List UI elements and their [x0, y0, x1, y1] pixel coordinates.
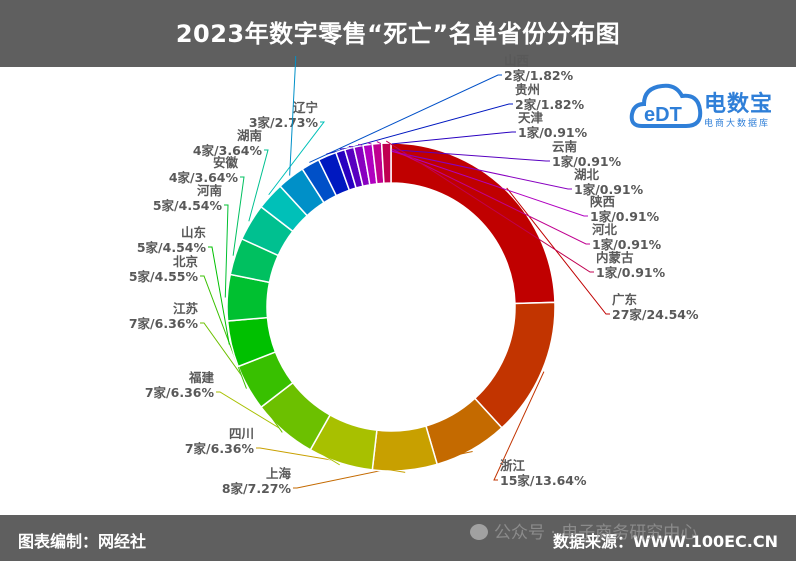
slice-name-label: 四川 — [229, 426, 254, 441]
leader-line-湖南 — [248, 149, 269, 222]
slice-name-label: 河北 — [592, 222, 618, 237]
slice-name-label: 内蒙古 — [596, 250, 634, 265]
slice-name-label: 安徽 — [213, 155, 239, 170]
slice-value-label: 2家/1.82% — [504, 68, 574, 83]
compiler-credit: 图表编制：网经社 — [18, 532, 147, 551]
slice-value-label: 7家/6.36% — [129, 316, 199, 331]
slice-value-label: 5家/4.55% — [129, 269, 199, 284]
slice-name-label: 贵州 — [515, 82, 540, 97]
slice-value-label: 1家/0.91% — [552, 154, 622, 169]
slice-name-label: 辽宁 — [293, 100, 318, 115]
title-bar: 2023年数字零售“死亡”名单省份分布图 — [0, 0, 796, 67]
slice-value-label: 5家/4.54% — [153, 198, 223, 213]
slice-value-label: 5家/4.54% — [137, 240, 207, 255]
leader-line-云南 — [348, 145, 550, 162]
slice-value-label: 8家/7.27% — [222, 481, 292, 496]
slice-value-label: 27家/24.54% — [612, 307, 699, 322]
slice-内蒙古 — [380, 142, 392, 184]
leader-line-浙江 — [493, 371, 545, 481]
leader-line-河南 — [224, 204, 229, 298]
chart-title: 2023年数字零售“死亡”名单省份分布图 — [175, 20, 621, 48]
wechat-watermark: 公众号 · 电子商务研究中心 — [470, 518, 697, 543]
slice-value-label: 4家/3.64% — [193, 143, 263, 158]
slice-name-label: 河南 — [197, 183, 223, 198]
data-source: 数据来源：WWW.100EC.CN — [552, 532, 778, 551]
logo-name: 电数宝 — [704, 92, 774, 117]
slice-value-label: 7家/6.36% — [185, 441, 255, 456]
slice-四川 — [371, 425, 439, 472]
svg-text:eDT: eDT — [644, 104, 682, 126]
slice-value-label: 1家/0.91% — [518, 125, 588, 140]
slice-name-label: 福建 — [188, 370, 215, 385]
leader-line-山西 — [309, 74, 502, 163]
slice-浙江 — [473, 301, 556, 429]
leader-line-辽宁 — [268, 121, 326, 196]
slice-name-label: 广东 — [612, 292, 638, 307]
slice-name-label: 上海 — [266, 466, 292, 481]
slice-name-label: 山西 — [504, 53, 529, 68]
slice-value-label: 1家/0.91% — [574, 182, 644, 197]
slice-name-label: 云南 — [552, 139, 578, 154]
slice-value-label: 2家/1.82% — [515, 97, 585, 112]
slice-value-label: 1家/0.91% — [592, 237, 662, 252]
slice-value-label: 3家/2.73% — [249, 115, 319, 130]
leader-line-安徽 — [232, 176, 245, 256]
slice-name-label: 山东 — [181, 225, 207, 240]
slice-value-label: 7家/6.36% — [145, 385, 215, 400]
wechat-icon — [470, 524, 488, 540]
logo-subtitle: 电商大数据库 — [704, 119, 771, 129]
leader-line-贵州 — [326, 103, 513, 155]
slice-name-label: 江苏 — [173, 301, 199, 316]
leader-line-广东 — [506, 187, 610, 315]
leader-line-湖北 — [357, 143, 572, 190]
slice-name-label: 湖南 — [237, 128, 263, 143]
leader-line-陕西 — [367, 142, 588, 217]
slice-value-label: 1家/0.91% — [596, 265, 666, 280]
leader-line-unlabeled — [289, 56, 297, 176]
leader-line-天津 — [339, 131, 516, 150]
leader-line-河北 — [376, 141, 590, 245]
edt-logo-icon: eDT — [629, 83, 703, 128]
slice-value-label: 4家/3.64% — [169, 170, 239, 185]
slice-name-label: 陕西 — [590, 194, 615, 209]
leader-line-内蒙古 — [385, 140, 594, 273]
leader-line-山东 — [208, 246, 230, 345]
slice-value-label: 15家/13.64% — [500, 473, 587, 488]
slice-name-label: 北京 — [173, 254, 199, 269]
slice-广东 — [390, 142, 556, 305]
footer-bar: 图表编制：网经社 数据来源：WWW.100EC.CN — [0, 515, 796, 561]
slice-value-label: 1家/0.91% — [590, 209, 660, 224]
slice-name-label: 湖北 — [574, 167, 600, 182]
slice-name-label: 天津 — [518, 110, 544, 125]
watermark-text: 公众号 · 电子商务研究中心 — [494, 523, 698, 543]
slice-name-label: 浙江 — [500, 458, 526, 473]
